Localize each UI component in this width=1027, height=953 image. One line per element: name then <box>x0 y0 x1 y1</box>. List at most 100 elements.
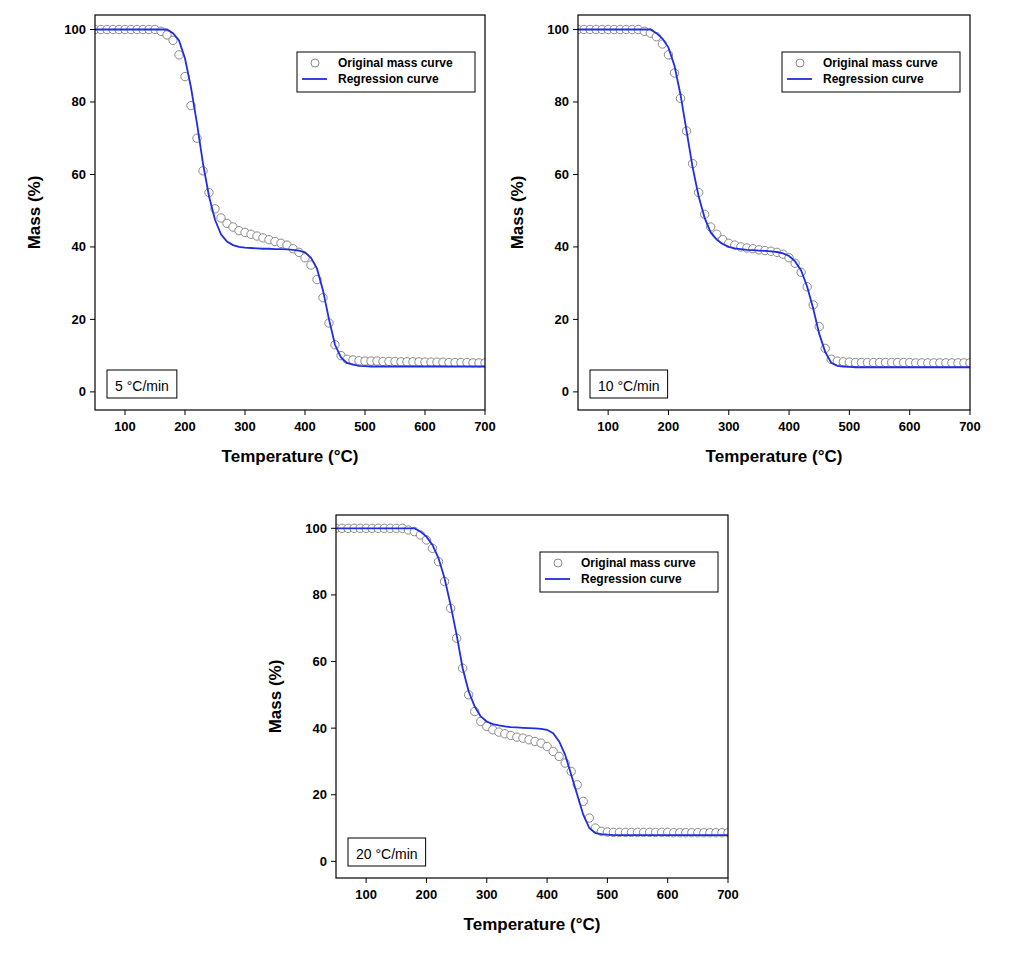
regression-line <box>578 30 970 368</box>
data-point <box>555 752 563 760</box>
y-tick <box>90 29 95 30</box>
y-tick <box>573 319 578 320</box>
legend: Original mass curve Regression curve <box>297 52 475 92</box>
x-tick-label: 100 <box>114 419 136 434</box>
y-tick <box>573 101 578 102</box>
legend-box <box>297 52 475 92</box>
x-tick <box>547 878 548 883</box>
x-tick <box>970 410 971 415</box>
legend-label: Regression curve <box>338 72 439 86</box>
x-tick-label: 700 <box>959 419 981 434</box>
annotation-text: 20 °C/min <box>356 846 418 862</box>
plot-frame <box>95 15 485 410</box>
y-tick-label: 60 <box>555 167 569 182</box>
x-tick-label: 100 <box>355 887 377 902</box>
x-tick <box>426 878 427 883</box>
legend-marker <box>796 59 804 67</box>
figure: 100200300400500600700020406080100Tempera… <box>0 0 1027 953</box>
y-axis-label: Mass (%) <box>266 660 285 734</box>
plot-frame <box>336 515 728 878</box>
y-tick-label: 40 <box>313 721 327 736</box>
y-tick-label: 60 <box>313 654 327 669</box>
regression-line <box>336 528 728 835</box>
y-tick <box>331 661 336 662</box>
x-tick-label: 300 <box>234 419 256 434</box>
x-tick-label: 200 <box>174 419 196 434</box>
annotation: 10 °C/min <box>590 370 668 398</box>
y-tick-label: 20 <box>555 312 569 327</box>
x-tick <box>486 878 487 883</box>
x-tick-label: 100 <box>597 419 619 434</box>
panel: 100200300400500600700020406080100Tempera… <box>25 15 496 466</box>
legend-box <box>540 552 718 592</box>
x-tick-label: 300 <box>476 887 498 902</box>
y-axis-label: Mass (%) <box>508 176 527 250</box>
x-tick <box>608 410 609 415</box>
y-tick-label: 20 <box>72 312 86 327</box>
x-tick <box>728 878 729 883</box>
x-tick <box>607 878 608 883</box>
x-tick <box>366 878 367 883</box>
x-tick <box>365 410 366 415</box>
y-tick-label: 100 <box>547 22 569 37</box>
legend-line <box>545 578 570 580</box>
panel: 100200300400500600700020406080100Tempera… <box>508 15 981 466</box>
y-tick <box>573 174 578 175</box>
y-tick-label: 40 <box>555 239 569 254</box>
x-tick-label: 500 <box>354 419 376 434</box>
x-tick-label: 400 <box>294 419 316 434</box>
y-tick <box>90 319 95 320</box>
x-tick-label: 500 <box>839 419 861 434</box>
annotation-box <box>348 838 426 866</box>
legend-label: Regression curve <box>823 72 924 86</box>
legend-label: Original mass curve <box>823 56 938 70</box>
y-tick <box>90 246 95 247</box>
y-tick <box>90 174 95 175</box>
y-tick <box>331 594 336 595</box>
x-tick <box>425 410 426 415</box>
y-tick-label: 40 <box>72 239 86 254</box>
legend-marker <box>554 559 562 567</box>
y-tick-label: 100 <box>64 22 86 37</box>
x-tick-label: 600 <box>899 419 921 434</box>
plot-data <box>336 524 728 837</box>
y-tick-label: 0 <box>79 384 86 399</box>
x-tick <box>245 410 246 415</box>
annotation-box <box>107 370 177 398</box>
x-axis-label: Temperature (°C) <box>706 447 843 466</box>
y-axis-label: Mass (%) <box>25 176 44 250</box>
x-tick <box>185 410 186 415</box>
x-tick <box>909 410 910 415</box>
y-tick-label: 60 <box>72 167 86 182</box>
x-tick <box>789 410 790 415</box>
annotation: 20 °C/min <box>348 838 426 866</box>
x-tick-label: 500 <box>597 887 619 902</box>
legend: Original mass curve Regression curve <box>782 52 960 92</box>
x-tick <box>667 878 668 883</box>
panel: 100200300400500600700020406080100Tempera… <box>266 515 739 934</box>
plot-frame <box>578 15 970 410</box>
x-tick <box>728 410 729 415</box>
x-tick-label: 600 <box>657 887 679 902</box>
legend-marker <box>311 59 319 67</box>
y-tick-label: 80 <box>313 587 327 602</box>
plot-data <box>578 25 970 367</box>
data-point <box>966 359 970 367</box>
y-tick-label: 80 <box>72 94 86 109</box>
y-tick <box>90 101 95 102</box>
x-axis-label: Temperature (°C) <box>464 915 601 934</box>
annotation-text: 5 °C/min <box>115 378 169 394</box>
legend-label: Original mass curve <box>581 556 696 570</box>
x-tick-label: 700 <box>717 887 739 902</box>
y-tick-label: 0 <box>320 854 327 869</box>
x-tick-label: 700 <box>474 419 496 434</box>
y-tick-label: 100 <box>305 521 327 536</box>
x-tick <box>125 410 126 415</box>
y-tick <box>331 528 336 529</box>
legend-label: Original mass curve <box>338 56 453 70</box>
legend: Original mass curveRegression curve <box>540 552 718 592</box>
legend-line <box>302 78 327 80</box>
regression-line <box>95 30 485 367</box>
legend-box <box>782 52 960 92</box>
x-axis-label: Temperature (°C) <box>222 447 359 466</box>
